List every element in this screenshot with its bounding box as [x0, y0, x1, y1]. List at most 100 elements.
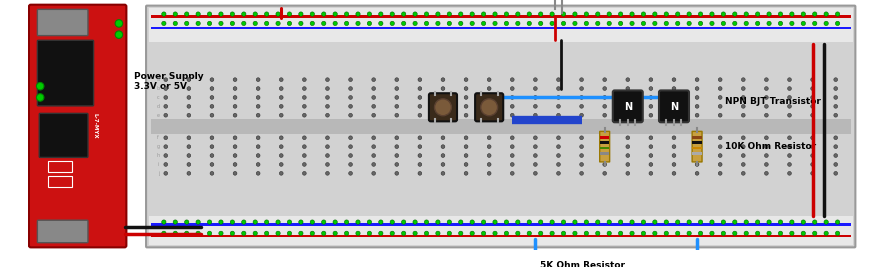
- Circle shape: [741, 171, 745, 175]
- Circle shape: [325, 78, 329, 81]
- Circle shape: [187, 163, 191, 166]
- Circle shape: [487, 163, 491, 166]
- Circle shape: [441, 163, 444, 166]
- Circle shape: [173, 12, 178, 16]
- Circle shape: [788, 154, 791, 158]
- Circle shape: [718, 171, 722, 175]
- Circle shape: [744, 220, 749, 224]
- Bar: [151, 223, 851, 226]
- Circle shape: [187, 113, 191, 117]
- Circle shape: [487, 136, 491, 140]
- Circle shape: [395, 154, 398, 158]
- Circle shape: [801, 21, 805, 26]
- Circle shape: [372, 136, 375, 140]
- Circle shape: [718, 96, 722, 99]
- Circle shape: [207, 220, 212, 224]
- Circle shape: [626, 136, 629, 140]
- Circle shape: [573, 12, 577, 16]
- Circle shape: [789, 220, 794, 224]
- Circle shape: [672, 136, 676, 140]
- Circle shape: [162, 220, 166, 224]
- Circle shape: [210, 154, 214, 158]
- Circle shape: [824, 231, 829, 235]
- Circle shape: [811, 145, 814, 148]
- Circle shape: [630, 12, 634, 16]
- Circle shape: [367, 231, 372, 235]
- Circle shape: [695, 96, 699, 99]
- Circle shape: [210, 96, 214, 99]
- Circle shape: [765, 87, 768, 91]
- Circle shape: [664, 220, 669, 224]
- Circle shape: [603, 171, 606, 175]
- Circle shape: [242, 220, 246, 224]
- Circle shape: [418, 96, 421, 99]
- Circle shape: [788, 113, 791, 117]
- Circle shape: [253, 12, 258, 16]
- Circle shape: [619, 231, 623, 235]
- Circle shape: [789, 12, 794, 16]
- Circle shape: [233, 87, 237, 91]
- Circle shape: [395, 113, 398, 117]
- Bar: [693, 141, 701, 144]
- Text: N: N: [624, 102, 632, 112]
- Text: NPN BJT Transistor: NPN BJT Transistor: [725, 97, 821, 106]
- Circle shape: [210, 145, 214, 148]
- Circle shape: [233, 163, 237, 166]
- Circle shape: [279, 78, 283, 81]
- Circle shape: [596, 231, 600, 235]
- Circle shape: [256, 154, 260, 158]
- Circle shape: [276, 12, 280, 16]
- Circle shape: [626, 104, 629, 108]
- Circle shape: [813, 21, 817, 26]
- Circle shape: [721, 21, 725, 26]
- Circle shape: [287, 231, 292, 235]
- Circle shape: [487, 87, 491, 91]
- Circle shape: [256, 136, 260, 140]
- Circle shape: [603, 96, 606, 99]
- Circle shape: [718, 145, 722, 148]
- Circle shape: [561, 12, 565, 16]
- Circle shape: [256, 171, 260, 175]
- Circle shape: [550, 220, 554, 224]
- Circle shape: [447, 12, 452, 16]
- Circle shape: [436, 21, 440, 26]
- Circle shape: [557, 136, 560, 140]
- Circle shape: [672, 96, 676, 99]
- Text: f: f: [157, 135, 159, 140]
- Circle shape: [207, 231, 212, 235]
- Circle shape: [641, 12, 645, 16]
- Circle shape: [596, 21, 600, 26]
- Circle shape: [709, 21, 714, 26]
- Text: a: a: [156, 77, 160, 82]
- FancyBboxPatch shape: [475, 93, 503, 121]
- Circle shape: [164, 154, 168, 158]
- Circle shape: [487, 96, 491, 99]
- Circle shape: [741, 113, 745, 117]
- Circle shape: [584, 231, 589, 235]
- Circle shape: [630, 231, 634, 235]
- Circle shape: [279, 145, 283, 148]
- Circle shape: [279, 163, 283, 166]
- Circle shape: [695, 154, 699, 158]
- Circle shape: [322, 220, 326, 224]
- Circle shape: [242, 12, 246, 16]
- Circle shape: [230, 12, 235, 16]
- Circle shape: [533, 78, 537, 81]
- Circle shape: [219, 231, 223, 235]
- Circle shape: [412, 220, 417, 224]
- Circle shape: [395, 163, 398, 166]
- Circle shape: [219, 220, 223, 224]
- Circle shape: [718, 87, 722, 91]
- Text: 5K Ohm Resistor: 5K Ohm Resistor: [540, 261, 625, 267]
- Circle shape: [539, 12, 543, 16]
- Circle shape: [626, 145, 629, 148]
- Circle shape: [233, 96, 237, 99]
- Circle shape: [279, 87, 283, 91]
- Circle shape: [653, 220, 657, 224]
- FancyBboxPatch shape: [39, 113, 88, 158]
- Circle shape: [811, 87, 814, 91]
- Circle shape: [533, 96, 537, 99]
- Circle shape: [302, 78, 306, 81]
- Circle shape: [390, 21, 395, 26]
- Circle shape: [219, 12, 223, 16]
